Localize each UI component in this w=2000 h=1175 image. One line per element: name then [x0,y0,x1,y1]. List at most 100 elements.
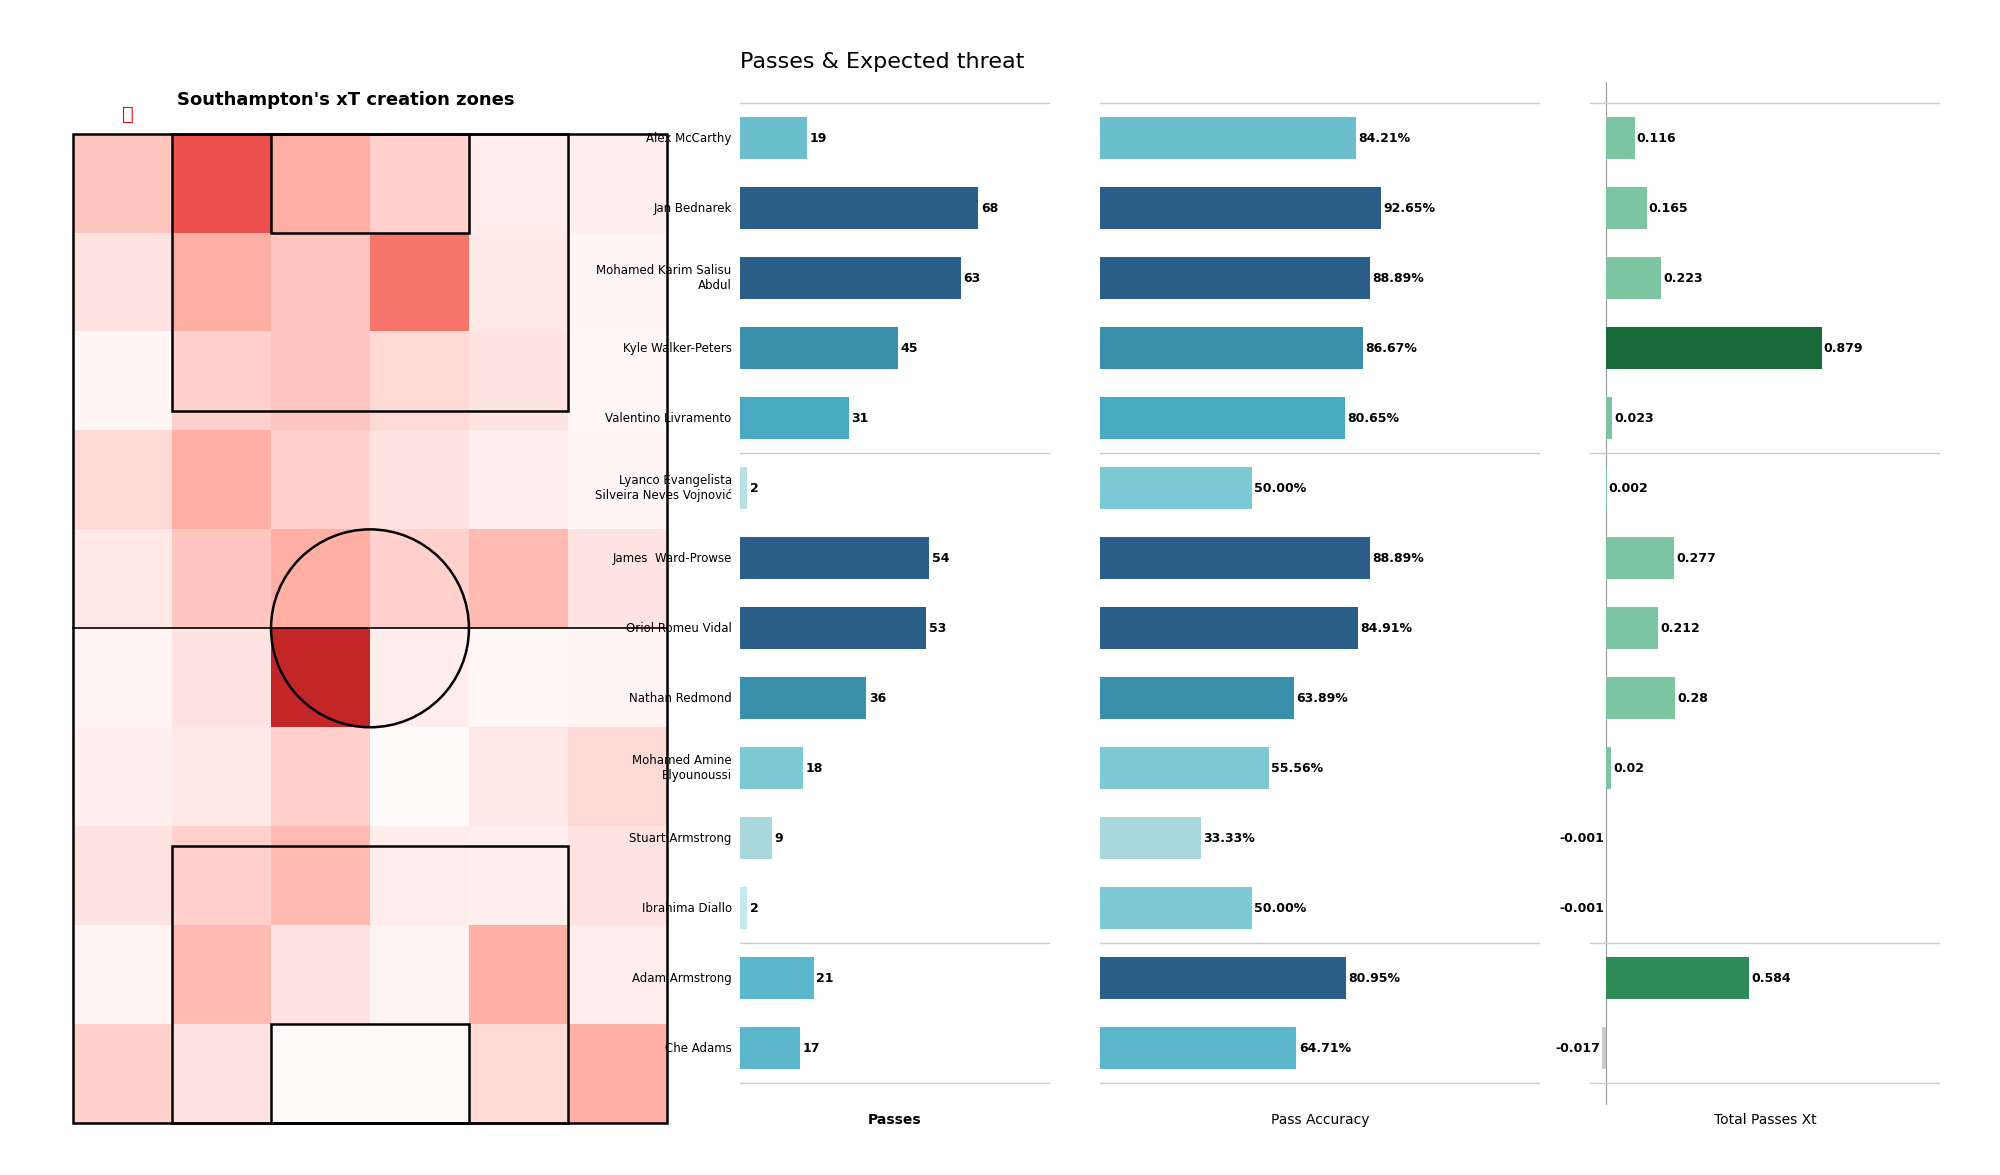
Bar [568,530,666,629]
Text: 84.21%: 84.21% [1358,132,1410,145]
Bar [272,134,370,233]
Bar [568,430,666,530]
Text: 21: 21 [816,972,834,985]
Text: 45: 45 [900,342,918,355]
Bar [1606,607,1658,650]
Bar [370,331,468,430]
Text: 0.28: 0.28 [1676,692,1708,705]
Text: 86.67%: 86.67% [1366,342,1418,355]
Bar [172,846,568,1123]
Text: 92.65%: 92.65% [1384,202,1436,215]
Bar [568,1025,666,1123]
Bar [1606,328,1822,369]
Bar [468,1025,568,1123]
Bar [1606,537,1674,579]
Bar [1100,537,1370,579]
Bar [1602,1027,1606,1069]
X-axis label: Passes: Passes [868,1113,922,1127]
Bar [272,233,370,331]
Bar [74,134,172,233]
Text: 80.95%: 80.95% [1348,972,1400,985]
Bar [740,328,898,369]
Bar [172,530,272,629]
Bar [172,134,272,233]
Bar [1100,818,1202,859]
Bar [172,430,272,530]
Text: 0.165: 0.165 [1648,202,1688,215]
Text: 63.89%: 63.89% [1296,692,1348,705]
Bar [370,233,468,331]
Bar [370,1025,468,1123]
Bar [172,134,568,410]
Bar [370,629,468,727]
X-axis label: Pass Accuracy: Pass Accuracy [1270,1113,1370,1127]
Bar [272,430,370,530]
Bar [740,747,804,790]
Bar [568,727,666,826]
Bar [1100,1027,1296,1069]
Bar [468,925,568,1025]
Bar [740,468,748,509]
Text: 84.91%: 84.91% [1360,622,1412,634]
Bar [370,826,468,925]
Text: -0.017: -0.017 [1556,1042,1600,1055]
Bar [740,818,772,859]
Text: 2: 2 [750,902,758,915]
Text: ⚽: ⚽ [122,105,134,123]
Text: 9: 9 [774,832,782,845]
Text: 2: 2 [750,482,758,495]
Bar [370,530,468,629]
Bar [74,629,172,727]
Bar [740,958,814,1000]
Text: 64.71%: 64.71% [1298,1042,1350,1055]
Bar [272,1025,370,1123]
Text: 63: 63 [964,271,980,284]
Bar [1606,257,1662,300]
Text: 50.00%: 50.00% [1254,902,1306,915]
Bar [1100,747,1268,790]
Bar [468,233,568,331]
Bar [272,530,370,629]
Bar [172,826,272,925]
Text: 18: 18 [806,761,824,776]
Text: 36: 36 [870,692,886,705]
Bar [1100,187,1382,229]
Bar [1100,678,1294,719]
Text: 0.584: 0.584 [1752,972,1790,985]
Bar [740,887,748,929]
Text: 68: 68 [982,202,998,215]
Bar [172,925,272,1025]
Bar [370,727,468,826]
Bar [272,727,370,826]
Text: 19: 19 [810,132,826,145]
Text: 0.023: 0.023 [1614,411,1654,425]
Text: 0.277: 0.277 [1676,552,1716,565]
Bar [172,629,272,727]
Bar [172,331,272,430]
Bar [468,430,568,530]
Bar [568,331,666,430]
Text: 0.116: 0.116 [1636,132,1676,145]
Text: 54: 54 [932,552,950,565]
Bar [468,134,568,233]
Bar [740,1027,800,1069]
Bar [740,397,848,439]
Text: -0.001: -0.001 [1560,902,1604,915]
Bar [1100,607,1358,650]
Bar [568,134,666,233]
Text: 0.002: 0.002 [1608,482,1648,495]
Bar [74,727,172,826]
Text: 0.02: 0.02 [1614,761,1644,776]
Bar [1100,328,1362,369]
Text: 88.89%: 88.89% [1372,552,1424,565]
Bar [272,134,468,233]
Bar [1100,887,1252,929]
Bar [1100,257,1370,300]
Bar [272,331,370,430]
Bar [74,530,172,629]
Bar [1100,397,1344,439]
Bar [1100,468,1252,509]
Text: 80.65%: 80.65% [1348,411,1400,425]
Text: Passes & Expected threat: Passes & Expected threat [740,53,1024,73]
Bar [1100,958,1346,1000]
